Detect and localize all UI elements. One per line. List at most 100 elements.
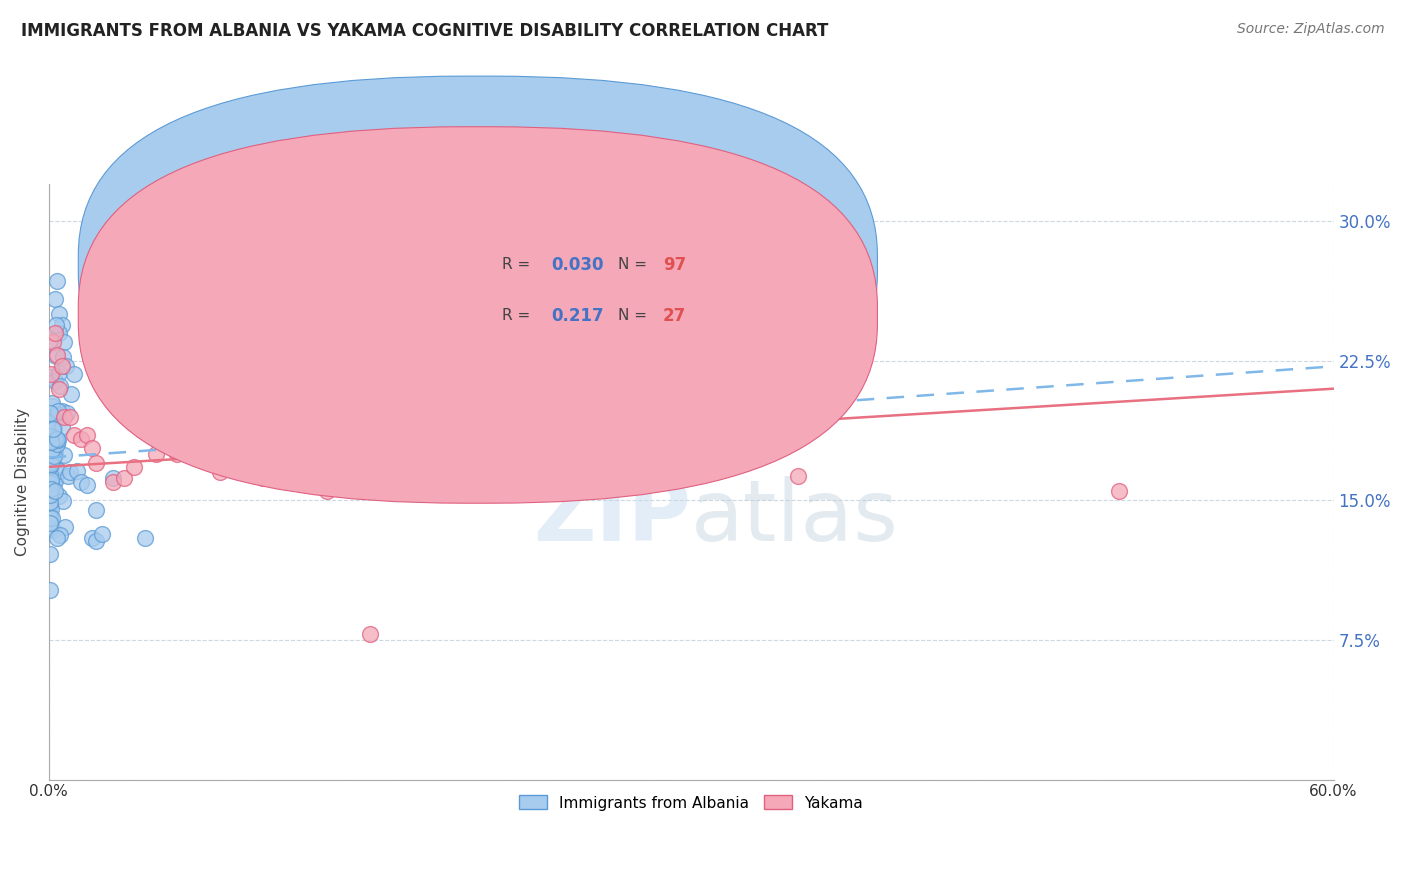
Point <box>45 318 67 333</box>
Point <box>51 404 73 418</box>
Point <box>56 468 79 483</box>
Text: ZIP: ZIP <box>533 476 692 559</box>
Point <box>44 374 66 388</box>
Text: 27: 27 <box>662 307 686 325</box>
Point <box>46 432 69 446</box>
Point <box>41 443 63 458</box>
Point <box>166 447 188 461</box>
Point <box>45 349 67 363</box>
Text: N =: N = <box>617 308 652 323</box>
Point <box>44 431 66 445</box>
Point <box>38 516 60 530</box>
Point <box>39 434 62 449</box>
Point <box>39 467 62 482</box>
Point <box>44 475 66 489</box>
Point <box>46 404 69 418</box>
Point <box>41 442 63 456</box>
Point <box>76 428 98 442</box>
Point <box>38 434 60 449</box>
Point <box>51 318 73 333</box>
FancyBboxPatch shape <box>79 76 877 452</box>
Point <box>55 406 77 420</box>
Point <box>51 359 73 374</box>
Text: atlas: atlas <box>692 476 898 559</box>
Point <box>787 469 810 483</box>
Point <box>1108 484 1130 499</box>
Point <box>39 367 62 381</box>
Point <box>45 531 67 545</box>
Point <box>48 489 70 503</box>
Point <box>39 442 62 456</box>
Point <box>38 406 60 420</box>
Point <box>112 471 135 485</box>
Point <box>44 293 66 307</box>
Point <box>723 223 745 237</box>
Point <box>252 471 274 485</box>
Point <box>80 442 103 456</box>
Point <box>39 457 62 471</box>
Point <box>45 462 67 476</box>
Point <box>134 531 156 545</box>
Point <box>145 447 167 461</box>
Point <box>84 502 107 516</box>
Point <box>38 429 60 443</box>
Point <box>39 489 62 503</box>
Point <box>70 475 93 489</box>
Point <box>63 367 86 381</box>
Point <box>39 511 62 525</box>
Point <box>39 476 62 491</box>
Point <box>39 430 62 444</box>
Point <box>42 450 65 465</box>
Point <box>38 520 60 534</box>
Point <box>48 326 70 340</box>
Point <box>359 627 381 641</box>
Point <box>70 432 93 446</box>
Point <box>39 473 62 487</box>
Point <box>38 499 60 513</box>
Point <box>48 382 70 396</box>
Point <box>76 478 98 492</box>
Point <box>52 409 75 424</box>
Point <box>51 419 73 434</box>
Point <box>41 396 63 410</box>
Point <box>101 471 124 485</box>
Point <box>84 534 107 549</box>
Point <box>39 483 62 497</box>
Point <box>41 434 63 448</box>
Point <box>41 438 63 452</box>
Point <box>42 335 65 350</box>
Point <box>39 428 62 442</box>
Point <box>39 508 62 522</box>
Point <box>46 348 69 362</box>
Point <box>48 464 70 478</box>
Point <box>49 527 72 541</box>
FancyBboxPatch shape <box>79 127 877 503</box>
Point <box>44 484 66 499</box>
Point <box>44 326 66 340</box>
Point <box>465 450 488 465</box>
Y-axis label: Cognitive Disability: Cognitive Disability <box>15 408 30 556</box>
Point <box>84 456 107 470</box>
Point <box>52 335 75 350</box>
Point <box>39 455 62 469</box>
Point <box>42 523 65 537</box>
Point <box>46 274 69 288</box>
Point <box>46 437 69 451</box>
Point <box>39 458 62 473</box>
Point <box>39 502 62 516</box>
Point <box>53 448 76 462</box>
Point <box>38 434 60 448</box>
Point <box>65 464 87 478</box>
FancyBboxPatch shape <box>440 235 737 333</box>
Point <box>41 511 63 525</box>
Point <box>48 378 70 392</box>
Point <box>42 422 65 436</box>
Text: R =: R = <box>502 258 536 272</box>
Point <box>38 434 60 448</box>
Point <box>42 449 65 463</box>
Point <box>39 369 62 384</box>
Point <box>55 359 77 374</box>
Point <box>41 399 63 413</box>
Point <box>80 531 103 545</box>
Point <box>48 366 70 380</box>
